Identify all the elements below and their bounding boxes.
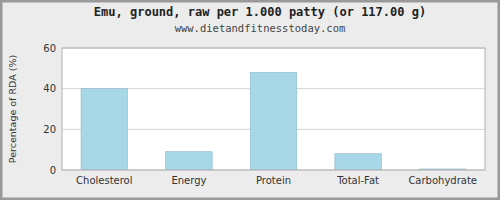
bar: [335, 154, 382, 170]
bars: [81, 72, 466, 170]
x-tick-label: Total-Fat: [336, 175, 379, 186]
outer-border: [1, 1, 499, 199]
bar: [81, 89, 128, 170]
y-tick-label: 0: [50, 165, 56, 176]
background: [0, 0, 500, 200]
title: Emu, ground, raw per 1.000 patty (or 117…: [94, 5, 426, 19]
subtitle: www.dietandfitnesstoday.com: [175, 22, 346, 34]
y-axis: 0 20 40 60: [43, 43, 485, 176]
plot-area: [62, 48, 485, 170]
x-tick-label: Carbohydrate: [408, 175, 477, 186]
bar: [166, 152, 213, 170]
x-tick-label: Protein: [256, 175, 291, 186]
chart-container: Emu, ground, raw per 1.000 patty (or 117…: [0, 0, 500, 200]
x-axis: Cholesterol Energy Protein Total-Fat Carbohy…: [76, 175, 477, 186]
y-tick-label: 60: [43, 43, 56, 54]
y-tick-label: 40: [43, 83, 56, 94]
x-tick-label: Energy: [171, 175, 206, 186]
y-axis-label: Percentage of RDA (%): [7, 55, 18, 163]
chart-svg: Emu, ground, raw per 1.000 patty (or 117…: [0, 0, 500, 200]
y-tick-label: 20: [43, 124, 56, 135]
bar: [250, 72, 297, 170]
plot-frame: [62, 48, 485, 170]
x-tick-label: Cholesterol: [76, 175, 132, 186]
